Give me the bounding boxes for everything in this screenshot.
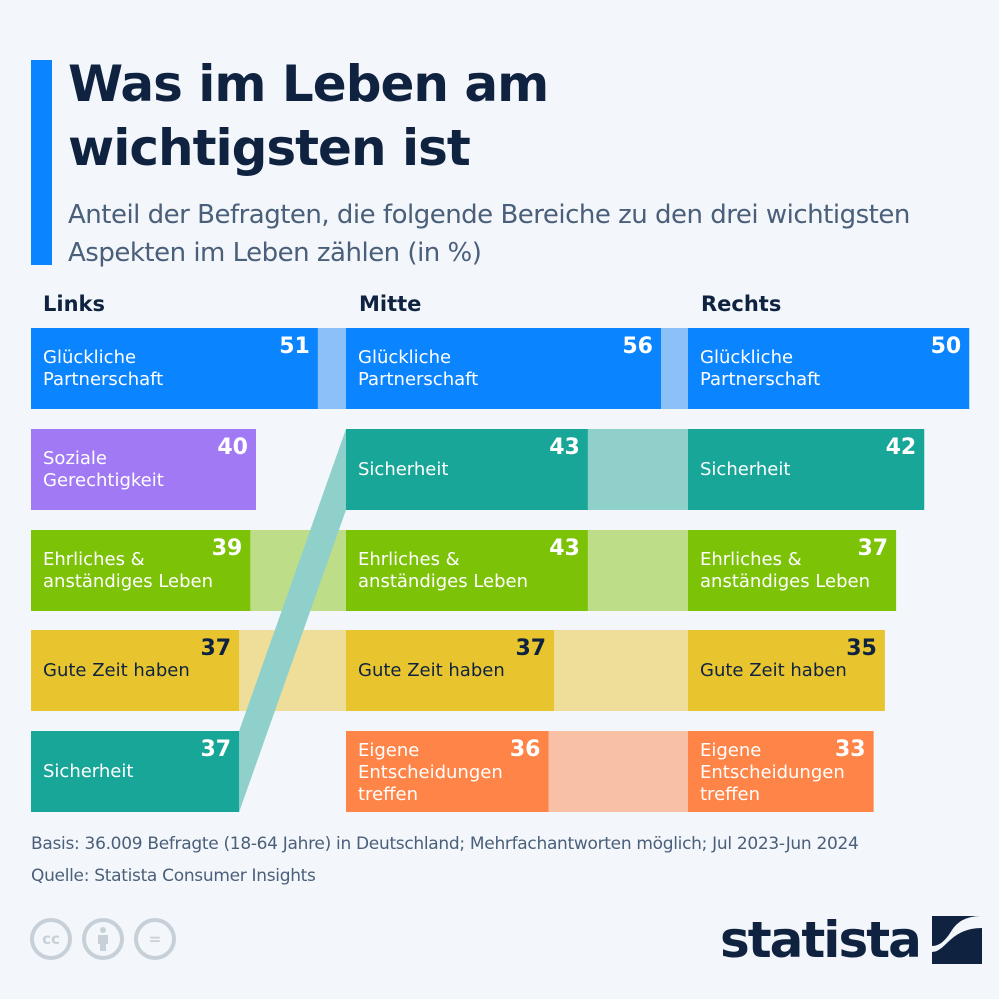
bar-value-label: 37: [857, 536, 889, 561]
connector-gl-ckliche-partnerschaft: [317, 328, 346, 409]
bar-label: Ehrliches & anständiges Leben: [700, 549, 871, 592]
bar-rechts-eigene-entscheidungen-treffen[interactable]: [688, 731, 874, 812]
license-icons: cc =: [30, 918, 176, 960]
no-derivatives-icon[interactable]: =: [134, 918, 176, 960]
bar-links-soziale-gerechtigkeit[interactable]: [31, 429, 256, 510]
source-note: Quelle: Statista Consumer Insights: [31, 866, 316, 886]
bar-label: Gute Zeit haben: [700, 660, 847, 681]
bar-value-label: 39: [211, 536, 243, 561]
bar-mitte-gl-ckliche-partnerschaft[interactable]: [346, 328, 661, 409]
bar-label: Gute Zeit haben: [43, 660, 190, 681]
bar-label: Glückliche Partnerschaft: [700, 347, 821, 390]
bar-rechts-gute-zeit-haben[interactable]: [688, 630, 885, 711]
cc-icon[interactable]: cc: [30, 918, 72, 960]
bar-label: Gute Zeit haben: [358, 660, 505, 681]
bar-links-ehrliches-anst-ndiges-leben[interactable]: [31, 530, 251, 611]
connector-ehrliches-anst-ndiges-leben: [587, 530, 688, 611]
connector-gute-zeit-haben: [554, 630, 688, 711]
bar-mitte-ehrliches-anst-ndiges-leben[interactable]: [346, 530, 588, 611]
connector-eigene-entscheidungen-treffen: [548, 731, 688, 812]
bar-value-label: 42: [885, 435, 917, 460]
bar-value-label: 40: [217, 435, 248, 460]
statista-logo[interactable]: statista: [720, 912, 982, 968]
group-header-links: Links: [43, 292, 105, 316]
bar-label: Sicherheit: [700, 459, 791, 480]
connector-sicherheit: [239, 429, 346, 812]
group-header-mitte: Mitte: [359, 292, 422, 316]
bar-value-label: 56: [622, 334, 653, 359]
basis-note: Basis: 36.009 Befragte (18-64 Jahre) in …: [31, 834, 859, 854]
bar-mitte-gute-zeit-haben[interactable]: [346, 630, 555, 711]
bar-value-label: 43: [549, 435, 580, 460]
bar-links-gute-zeit-haben[interactable]: [31, 630, 240, 711]
bar-value-label: 33: [835, 737, 866, 762]
bar-label: Glückliche Partnerschaft: [358, 347, 479, 390]
bar-value-label: 35: [846, 636, 877, 661]
bar-value-label: 50: [930, 334, 962, 359]
statista-logo-icon: [931, 916, 982, 964]
chart-subtitle: Anteil der Befragten, die folgende Berei…: [68, 200, 910, 268]
bar-label: Ehrliches & anständiges Leben: [358, 549, 529, 592]
bar-mitte-sicherheit[interactable]: [346, 429, 588, 510]
bar-label: Sicherheit: [43, 761, 134, 782]
bar-value-label: 36: [509, 737, 541, 762]
group-header-rechts: Rechts: [701, 292, 782, 316]
connector-sicherheit: [587, 429, 688, 510]
bar-label: Eigene Entscheidungen treffen: [358, 740, 503, 805]
statista-wordmark: statista: [720, 911, 922, 969]
bar-links-sicherheit[interactable]: [31, 731, 240, 812]
chart-title: Was im Leben am wichtigsten ist: [68, 55, 549, 177]
bar-value-label: 37: [200, 737, 232, 762]
bar-rechts-sicherheit[interactable]: [688, 429, 925, 510]
bar-value-label: 37: [200, 636, 232, 661]
bar-mitte-eigene-entscheidungen-treffen[interactable]: [346, 731, 549, 812]
bar-label: Ehrliches & anständiges Leben: [43, 549, 214, 592]
bar-label: Glückliche Partnerschaft: [43, 347, 164, 390]
bar-links-gl-ckliche-partnerschaft[interactable]: [31, 328, 318, 409]
bar-rechts-ehrliches-anst-ndiges-leben[interactable]: [688, 530, 897, 611]
attribution-icon[interactable]: [82, 918, 124, 960]
bar-value-label: 37: [515, 636, 547, 661]
bar-rechts-gl-ckliche-partnerschaft[interactable]: [688, 328, 970, 409]
bar-label: Sicherheit: [358, 459, 449, 480]
connector-gl-ckliche-partnerschaft: [661, 328, 688, 409]
bar-value-label: 43: [549, 536, 580, 561]
bar-label: Soziale Gerechtigkeit: [43, 448, 164, 491]
bar-value-label: 51: [279, 334, 310, 359]
title-accent-bar: [31, 60, 52, 265]
bar-label: Eigene Entscheidungen treffen: [700, 740, 845, 805]
